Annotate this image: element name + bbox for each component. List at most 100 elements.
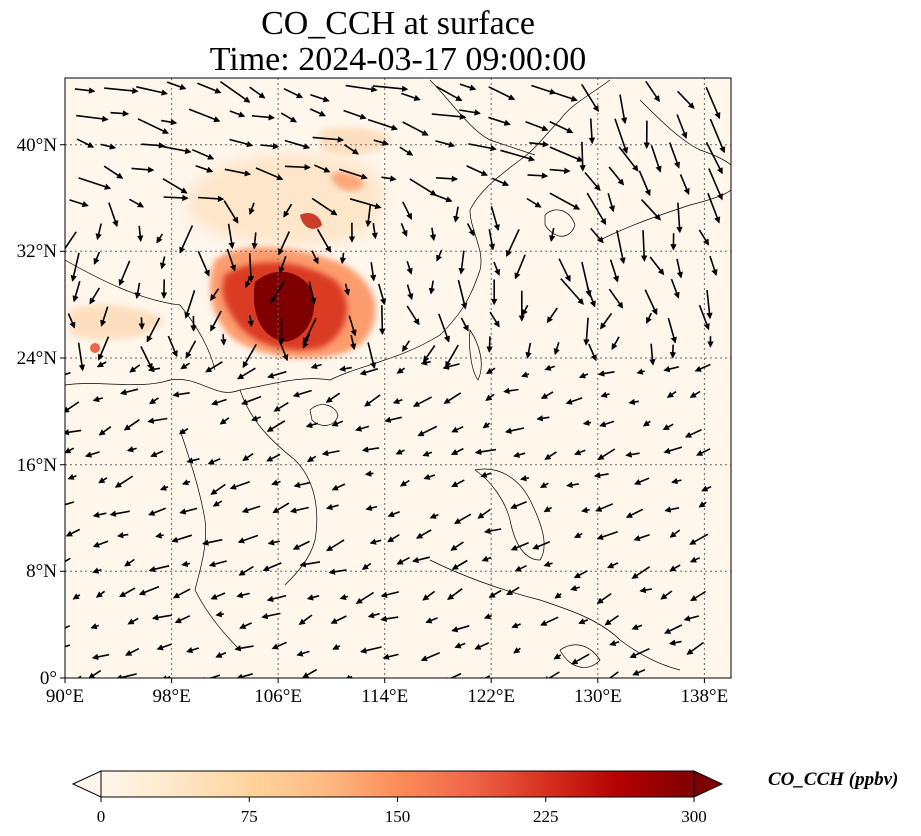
wind-arrow bbox=[483, 613, 492, 620]
wind-arrow bbox=[283, 203, 293, 218]
colorbar-label: CO_CCH (ppbv) bbox=[768, 769, 899, 790]
co-concentration-field bbox=[70, 127, 390, 359]
wind-arrow bbox=[159, 256, 167, 270]
wind-arrow bbox=[429, 227, 437, 242]
wind-arrow bbox=[381, 175, 397, 182]
wind-arrow bbox=[629, 647, 650, 659]
wind-arrow bbox=[138, 317, 145, 330]
wind-arrow bbox=[348, 315, 357, 337]
wind-arrow bbox=[468, 143, 497, 152]
wind-arrow bbox=[70, 252, 80, 282]
wind-arrow bbox=[415, 529, 432, 539]
wind-arrow bbox=[331, 420, 344, 427]
wind-arrow bbox=[242, 344, 257, 369]
colorbar: 0 75 150 225 300 bbox=[71, 770, 724, 826]
wind-vectors bbox=[65, 80, 726, 686]
wind-arrow bbox=[645, 80, 660, 103]
wind-arrow bbox=[527, 172, 549, 179]
wind-arrow bbox=[229, 138, 254, 148]
wind-arrow bbox=[625, 508, 644, 518]
wind-arrow bbox=[708, 168, 723, 201]
wind-arrow bbox=[148, 565, 170, 573]
lon-tick-label: 98°E bbox=[152, 686, 190, 707]
wind-arrow bbox=[305, 421, 319, 429]
wind-arrow bbox=[566, 481, 579, 489]
wind-arrow bbox=[226, 248, 236, 272]
wind-arrow bbox=[65, 624, 71, 629]
wind-arrow bbox=[242, 452, 254, 462]
wind-arrow bbox=[474, 448, 497, 456]
wind-arrow bbox=[586, 286, 596, 308]
wind-arrow bbox=[271, 479, 281, 486]
wind-arrow bbox=[549, 146, 584, 162]
wind-arrow bbox=[412, 396, 432, 407]
wind-arrow bbox=[292, 389, 312, 398]
wind-arrow bbox=[574, 449, 586, 456]
wind-arrow bbox=[361, 562, 372, 570]
wind-arrow bbox=[255, 167, 284, 181]
wind-arrow bbox=[198, 195, 225, 203]
wind-arrow bbox=[460, 317, 469, 332]
wind-arrow bbox=[92, 511, 107, 518]
wind-arrow bbox=[454, 642, 466, 649]
wind-arrow bbox=[676, 202, 683, 234]
wind-arrow bbox=[96, 361, 107, 368]
wind-arrow bbox=[431, 113, 467, 120]
wind-arrow bbox=[292, 540, 310, 550]
wind-arrow bbox=[123, 419, 140, 431]
wind-arrow bbox=[429, 512, 439, 519]
lat-tick-label: 8°N bbox=[26, 561, 57, 582]
wind-arrow bbox=[151, 614, 172, 621]
wind-arrow bbox=[664, 506, 680, 513]
wind-arrow bbox=[570, 585, 581, 592]
wind-arrow bbox=[212, 500, 223, 507]
wind-arrow bbox=[283, 87, 304, 99]
wind-arrow bbox=[553, 342, 560, 356]
wind-arrow bbox=[707, 192, 721, 224]
wind-arrow bbox=[248, 202, 255, 216]
wind-arrow bbox=[511, 622, 521, 629]
wind-arrow bbox=[241, 395, 262, 405]
wind-arrow bbox=[195, 164, 214, 173]
wind-arrow bbox=[349, 334, 357, 351]
wind-arrow bbox=[185, 340, 197, 359]
wind-arrow bbox=[159, 484, 169, 491]
wind-arrow bbox=[147, 366, 161, 373]
wind-arrow bbox=[420, 359, 431, 366]
wind-arrow bbox=[636, 368, 645, 375]
wind-arrow bbox=[593, 472, 609, 479]
wind-arrow bbox=[706, 290, 713, 320]
wind-arrow bbox=[544, 364, 555, 371]
wind-arrow bbox=[406, 284, 414, 301]
wind-arrow bbox=[244, 276, 251, 289]
wind-arrow bbox=[117, 532, 129, 539]
wind-arrow bbox=[250, 415, 262, 422]
wind-arrow bbox=[229, 110, 246, 118]
wind-arrow bbox=[417, 680, 435, 686]
wind-arrow bbox=[539, 482, 549, 488]
wind-arrow bbox=[316, 228, 332, 253]
wind-arrow bbox=[247, 253, 255, 283]
wind-arrow bbox=[451, 479, 465, 488]
wind-arrow bbox=[174, 615, 191, 624]
wind-arrow bbox=[677, 90, 695, 110]
wind-arrow bbox=[249, 86, 266, 99]
wind-arrow bbox=[510, 500, 527, 509]
wind-arrow bbox=[251, 232, 258, 250]
wind-arrow bbox=[210, 483, 226, 495]
lat-tick-label: 24°N bbox=[17, 348, 58, 369]
wind-arrow bbox=[616, 230, 626, 265]
wind-arrow bbox=[588, 118, 596, 145]
wind-arrow bbox=[409, 178, 437, 196]
wind-arrow bbox=[609, 259, 619, 283]
wind-arrow bbox=[554, 592, 562, 599]
wind-arrow bbox=[590, 227, 604, 244]
wind-arrow bbox=[513, 451, 526, 458]
wind-arrow bbox=[583, 317, 590, 346]
colorbar-tick-label: 225 bbox=[533, 807, 559, 826]
lat-tick-label: 0° bbox=[40, 668, 57, 689]
wind-arrow bbox=[306, 455, 317, 462]
wind-arrow bbox=[171, 534, 193, 543]
wind-arrow bbox=[369, 262, 377, 282]
wind-arrow bbox=[604, 614, 619, 626]
